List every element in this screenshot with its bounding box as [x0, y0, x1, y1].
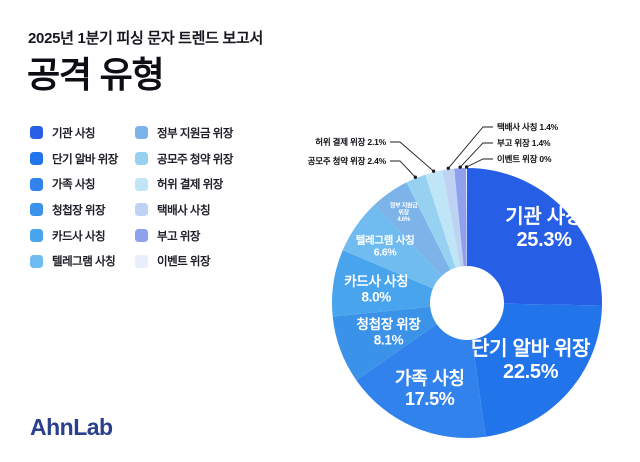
pie-slice[interactable]	[472, 303, 602, 437]
slice-label: 텔레그램 사칭 6.6%	[356, 233, 415, 258]
slice-label: 정부 지원금 위장 4.6%	[390, 201, 418, 223]
legend-swatch-icon	[135, 203, 148, 217]
callout-dot-icon	[464, 165, 469, 169]
legend-item: 카드사 사칭	[30, 223, 135, 249]
pie-slice[interactable]	[425, 170, 461, 268]
legend-label: 텔레그램 사칭	[52, 256, 116, 269]
slice-label: 가족 사칭 17.5%	[395, 368, 465, 409]
legend-label: 공모주 청약 위장	[157, 153, 233, 166]
legend-item: 기관 사칭	[30, 120, 135, 146]
legend-swatch-icon	[30, 126, 43, 140]
legend-item: 허위 결제 위장	[135, 171, 240, 197]
legend-swatch-icon	[30, 177, 43, 191]
slice-label: 카드사 사칭 8.0%	[344, 274, 408, 305]
slice-label: 단기 알바 위장 22.5%	[471, 337, 591, 383]
pie-slice[interactable]	[332, 250, 433, 317]
legend-label: 기관 사칭	[52, 127, 96, 140]
legend-swatch-icon	[135, 254, 148, 268]
legend-item: 공모주 청약 위장	[135, 146, 240, 172]
callout-leader-line	[390, 160, 416, 178]
callout-leader-line	[459, 142, 493, 168]
callout-label: 공모주 청약 위장 2.4%	[308, 156, 387, 166]
callout-leader-line	[390, 141, 434, 172]
legend-label: 부고 위장	[157, 230, 201, 243]
legend-swatch-icon	[135, 126, 148, 140]
pie-slice[interactable]	[332, 306, 437, 381]
legend-swatch-icon	[30, 152, 43, 166]
legend-label: 가족 사칭	[52, 179, 96, 192]
legend-swatch-icon	[135, 152, 148, 166]
pie-slice[interactable]	[467, 168, 602, 306]
legend-swatch-icon	[30, 229, 43, 243]
legend-label: 카드사 사칭	[52, 230, 106, 243]
callout-label: 이벤트 위장 0%	[497, 154, 552, 164]
ahnlab-logo: AhnLab	[30, 414, 113, 440]
pie-slice[interactable]	[406, 174, 456, 270]
legend-label: 정부 지원금 위장	[157, 127, 233, 140]
callout-dot-icon	[413, 175, 418, 179]
callout-leader-line	[466, 158, 493, 168]
callout-label: 부고 위장 1.4%	[497, 138, 551, 148]
legend-item: 가족 사칭	[30, 171, 135, 197]
pie-slice[interactable]	[356, 324, 486, 438]
legend-swatch-icon	[30, 203, 43, 217]
callout-label: 택배사 사칭 1.4%	[497, 122, 559, 132]
legend-label: 청첩장 위장	[52, 204, 106, 217]
legend-swatch-icon	[135, 229, 148, 243]
legend-swatch-icon	[30, 254, 43, 268]
legend-swatch-icon	[135, 177, 148, 191]
slice-label: 기관 사칭 25.3%	[505, 205, 583, 251]
legend-label: 허위 결제 위장	[157, 179, 223, 192]
legend-item: 단기 알바 위장	[30, 146, 135, 172]
legend-item: 택배사 사칭	[135, 197, 240, 223]
pie-slice[interactable]	[342, 204, 442, 289]
legend-item: 부고 위장	[135, 223, 240, 249]
callout-dot-icon	[446, 166, 450, 170]
legend-label: 단기 알바 위장	[52, 153, 118, 166]
legend-item: 텔레그램 사칭	[30, 248, 135, 274]
callout-dot-icon	[458, 165, 462, 169]
callout-label: 허위 결제 위장 2.1%	[315, 137, 386, 147]
slice-label: 청첩장 위장 8.1%	[356, 316, 421, 348]
legend-item: 이벤트 위장	[135, 248, 240, 274]
report-subtitle: 2025년 1분기 피싱 문자 트렌드 보고서	[28, 30, 264, 47]
legend-item: 청첩장 위장	[30, 197, 135, 223]
callout-dot-icon	[431, 169, 436, 173]
pie-slice[interactable]	[374, 182, 451, 277]
legend-item: 정부 지원금 위장	[135, 120, 240, 146]
pie-slice[interactable]	[466, 168, 467, 267]
pie-slice[interactable]	[442, 168, 464, 267]
page-title: 공격 유형	[27, 54, 165, 95]
legend-label: 택배사 사칭	[157, 204, 211, 217]
legend-label: 이벤트 위장	[157, 256, 211, 269]
callout-leader-line	[447, 126, 493, 169]
pie-slice[interactable]	[454, 168, 467, 267]
